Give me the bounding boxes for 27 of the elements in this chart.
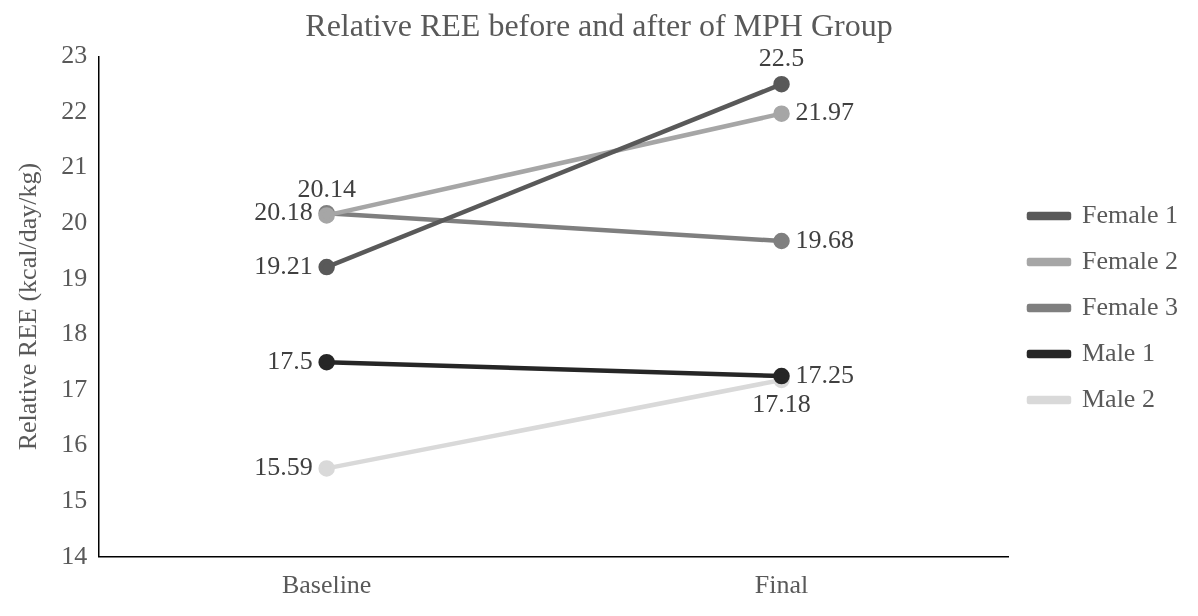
y-tick-label: 14: [61, 540, 88, 570]
y-tick-label: 23: [61, 40, 88, 70]
data-label: 17.25: [795, 359, 855, 389]
legend-label: Male 2: [1081, 383, 1155, 413]
data-label: 22.5: [758, 43, 805, 73]
y-tick-label: 20: [61, 207, 88, 237]
legend-label: Male 1: [1081, 337, 1155, 367]
y-tick-label: 15: [61, 485, 88, 515]
y-tick-label: 19: [61, 262, 88, 292]
data-label: 19.68: [795, 224, 855, 254]
y-tick-label: 21: [61, 151, 88, 181]
y-axis-title: Relative REE (kcal/day/kg): [13, 162, 43, 451]
y-tick-label: 22: [61, 95, 88, 125]
data-label: 17.5: [267, 346, 313, 376]
y-tick-label: 18: [61, 318, 88, 348]
x-tick-label: Baseline: [281, 570, 372, 600]
data-label: 21.97: [795, 97, 855, 127]
data-label: 19.21: [254, 250, 313, 280]
x-tick-label: Final: [754, 570, 809, 600]
data-label: 17.18: [752, 388, 811, 418]
legend-label: Female 2: [1081, 245, 1178, 275]
legend-label: Female 3: [1081, 291, 1178, 321]
y-tick-label: 17: [61, 373, 88, 403]
data-label: 15.59: [254, 452, 313, 482]
y-tick-label: 16: [61, 429, 88, 459]
chart-title: Relative REE before and after of MPH Group: [305, 6, 893, 43]
legend-label: Female 1: [1081, 199, 1178, 229]
